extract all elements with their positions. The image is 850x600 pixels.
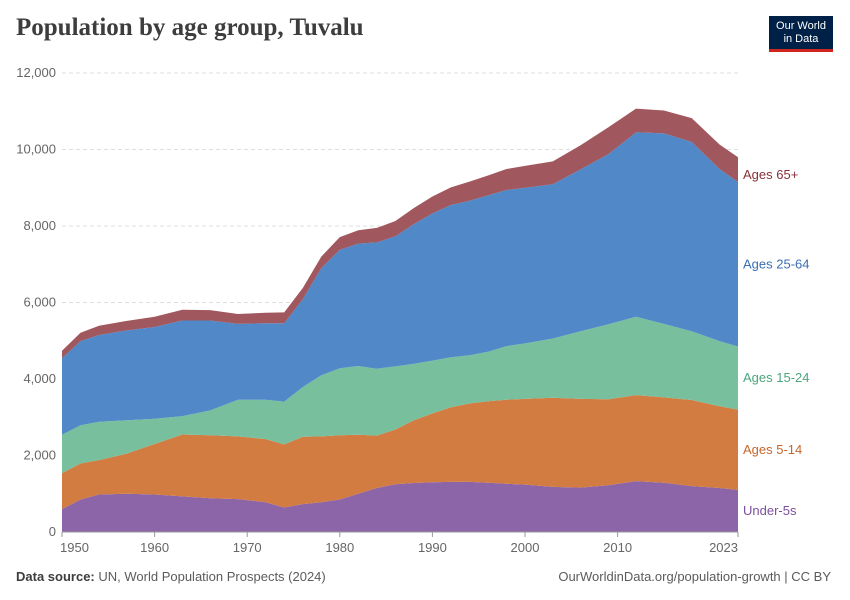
- area-series-ages-15-24[interactable]: [62, 316, 738, 474]
- x-tick-label: 1980: [325, 540, 354, 555]
- y-tick-label: 0: [49, 524, 56, 539]
- x-tick-label: 1990: [418, 540, 447, 555]
- x-tick-label: 2010: [603, 540, 632, 555]
- end-label-ages-65-[interactable]: Ages 65+: [743, 167, 798, 182]
- end-label-ages-25-64[interactable]: Ages 25-64: [743, 256, 810, 271]
- x-tick-label: 1960: [140, 540, 169, 555]
- series-end-labels: Under-5s Ages 5-14 Ages 15-24 Ages 25-64 Age…: [743, 167, 810, 518]
- footer-credit-link[interactable]: OurWorldinData.org/population-growth | C…: [558, 569, 831, 584]
- owid-logo[interactable]: Our World in Data: [769, 16, 833, 52]
- x-tick-label: 2023: [709, 540, 738, 555]
- data-source-text: UN, World Population Prospects (2024): [98, 569, 326, 584]
- x-tick-label: 1970: [233, 540, 262, 555]
- logo-line-2: in Data: [783, 33, 819, 45]
- area-series-under-5s[interactable]: [62, 481, 738, 532]
- y-tick-label: 10,000: [16, 142, 56, 157]
- y-tick-label: 8,000: [23, 218, 56, 233]
- axes: 0 2,000 4,000 6,000 8,000 10,000 12,000 1950 196…: [16, 65, 739, 555]
- chart-title: Population by age group, Tuvalu: [16, 14, 364, 41]
- y-tick-label: 6,000: [23, 295, 56, 310]
- y-tick-label: 12,000: [16, 65, 56, 80]
- area-series-ages-5-14[interactable]: [62, 395, 738, 510]
- data-source-label: Data source:: [16, 569, 95, 584]
- y-tick-label: 2,000: [23, 448, 56, 463]
- area-series-ages-25-64[interactable]: [62, 132, 738, 435]
- x-tick-label: 2000: [511, 540, 540, 555]
- y-tick-label: 4,000: [23, 371, 56, 386]
- area-series-ages-65-[interactable]: [62, 108, 738, 359]
- area-series-group: [62, 108, 738, 532]
- data-source: Data source: UN, World Population Prospe…: [16, 569, 326, 584]
- end-label-under-5s[interactable]: Under-5s: [743, 503, 797, 518]
- logo-line-1: Our World: [776, 20, 826, 32]
- end-label-ages-5-14[interactable]: Ages 5-14: [743, 442, 802, 457]
- end-label-ages-15-24[interactable]: Ages 15-24: [743, 370, 810, 385]
- x-tick-label: 1950: [60, 540, 89, 555]
